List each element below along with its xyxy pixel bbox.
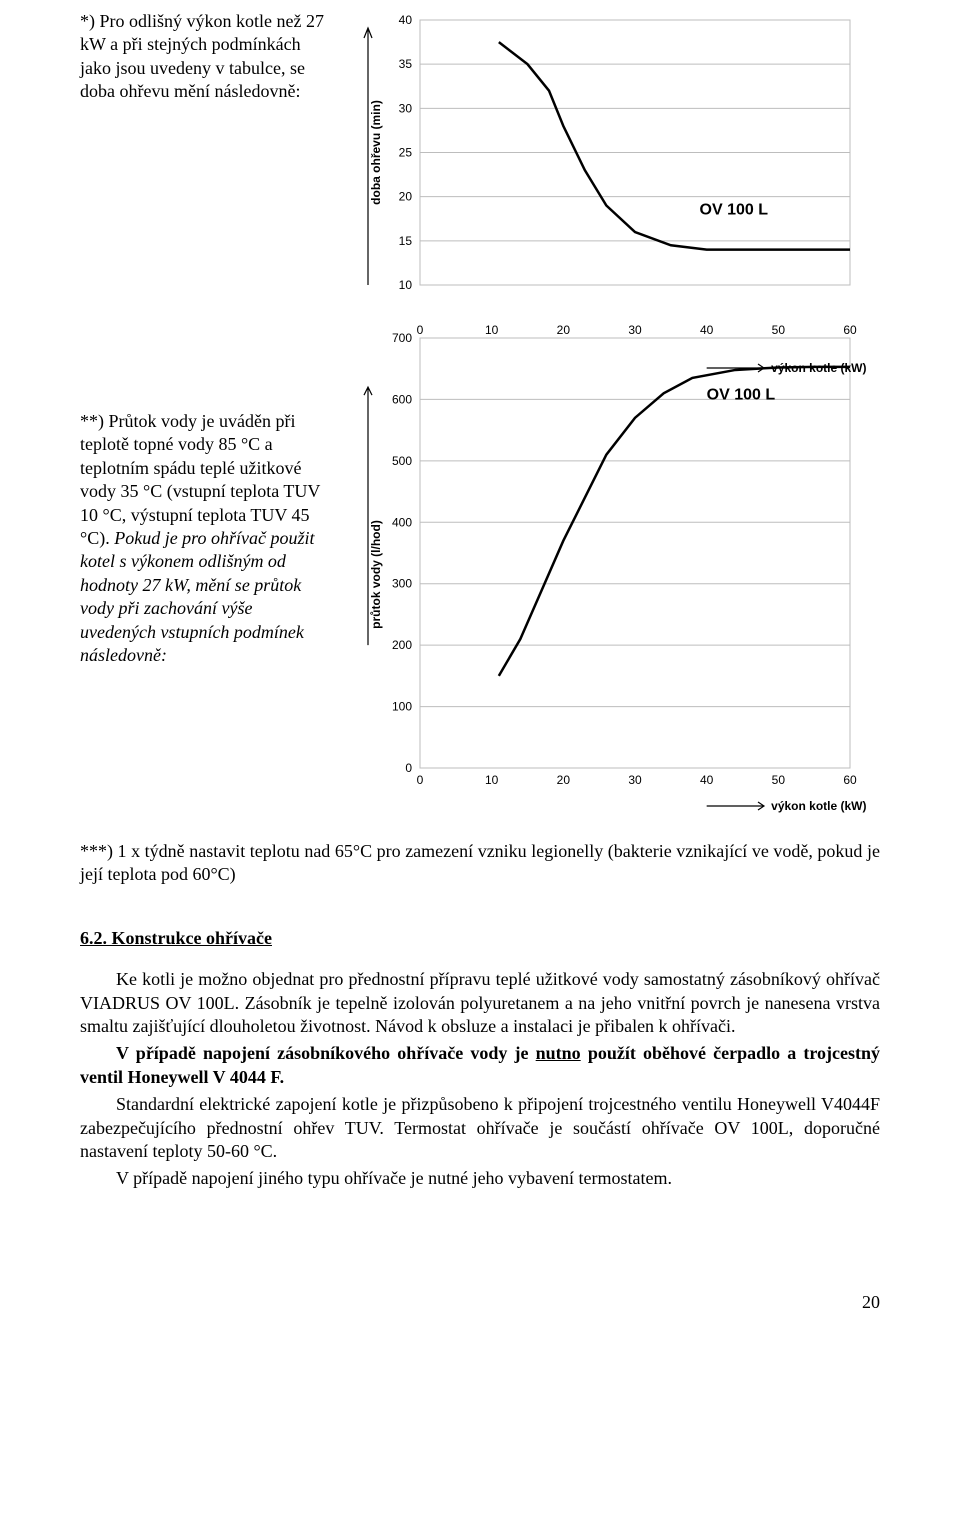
section-title: 6.2. Konstrukce ohřívače	[80, 927, 880, 950]
svg-text:100: 100	[392, 700, 412, 714]
note-3: ***) 1 x týdně nastavit teplotu nad 65°C…	[80, 840, 880, 887]
svg-text:průtok vody (l/hod): průtok vody (l/hod)	[369, 520, 383, 629]
svg-text:50: 50	[772, 323, 786, 337]
svg-text:20: 20	[399, 190, 413, 204]
svg-text:10: 10	[399, 278, 413, 292]
svg-text:15: 15	[399, 234, 413, 248]
svg-text:0: 0	[405, 761, 412, 775]
svg-text:30: 30	[399, 101, 413, 115]
section-body: Ke kotli je možno objednat pro přednostn…	[80, 968, 880, 1191]
note-2: **) Průtok vody je uváděn při teplotě to…	[80, 411, 320, 665]
page-number: 20	[80, 1291, 880, 1314]
svg-text:40: 40	[700, 323, 714, 337]
svg-text:300: 300	[392, 577, 412, 591]
svg-text:10: 10	[485, 773, 499, 787]
svg-text:0: 0	[417, 773, 424, 787]
svg-text:40: 40	[399, 13, 413, 27]
svg-text:30: 30	[628, 773, 642, 787]
svg-text:60: 60	[843, 773, 857, 787]
svg-text:40: 40	[700, 773, 714, 787]
svg-text:doba ohřevu (min): doba ohřevu (min)	[369, 100, 383, 205]
chart-1: 10 15 20 25 30 35 40 OV 100 L doba ohřevu (min)	[350, 10, 880, 320]
svg-text:výkon kotle (kW): výkon kotle (kW)	[771, 799, 866, 813]
svg-text:35: 35	[399, 57, 413, 71]
svg-text:700: 700	[392, 331, 412, 345]
note-1: *) Pro odlišný výkon kotle než 27 kW a p…	[80, 10, 330, 104]
svg-text:400: 400	[392, 515, 412, 529]
svg-text:25: 25	[399, 146, 413, 160]
svg-text:OV 100 L: OV 100 L	[700, 201, 769, 218]
svg-text:600: 600	[392, 392, 412, 406]
svg-text:50: 50	[772, 773, 786, 787]
chart-2: 01002003004005006007000102030405060výkon…	[350, 320, 880, 820]
svg-text:30: 30	[628, 323, 642, 337]
svg-text:20: 20	[557, 323, 571, 337]
svg-text:0: 0	[417, 323, 424, 337]
svg-text:10: 10	[485, 323, 499, 337]
svg-text:OV 100 L: OV 100 L	[707, 386, 776, 403]
svg-text:200: 200	[392, 638, 412, 652]
svg-text:60: 60	[843, 323, 857, 337]
svg-text:500: 500	[392, 454, 412, 468]
svg-text:20: 20	[557, 773, 571, 787]
